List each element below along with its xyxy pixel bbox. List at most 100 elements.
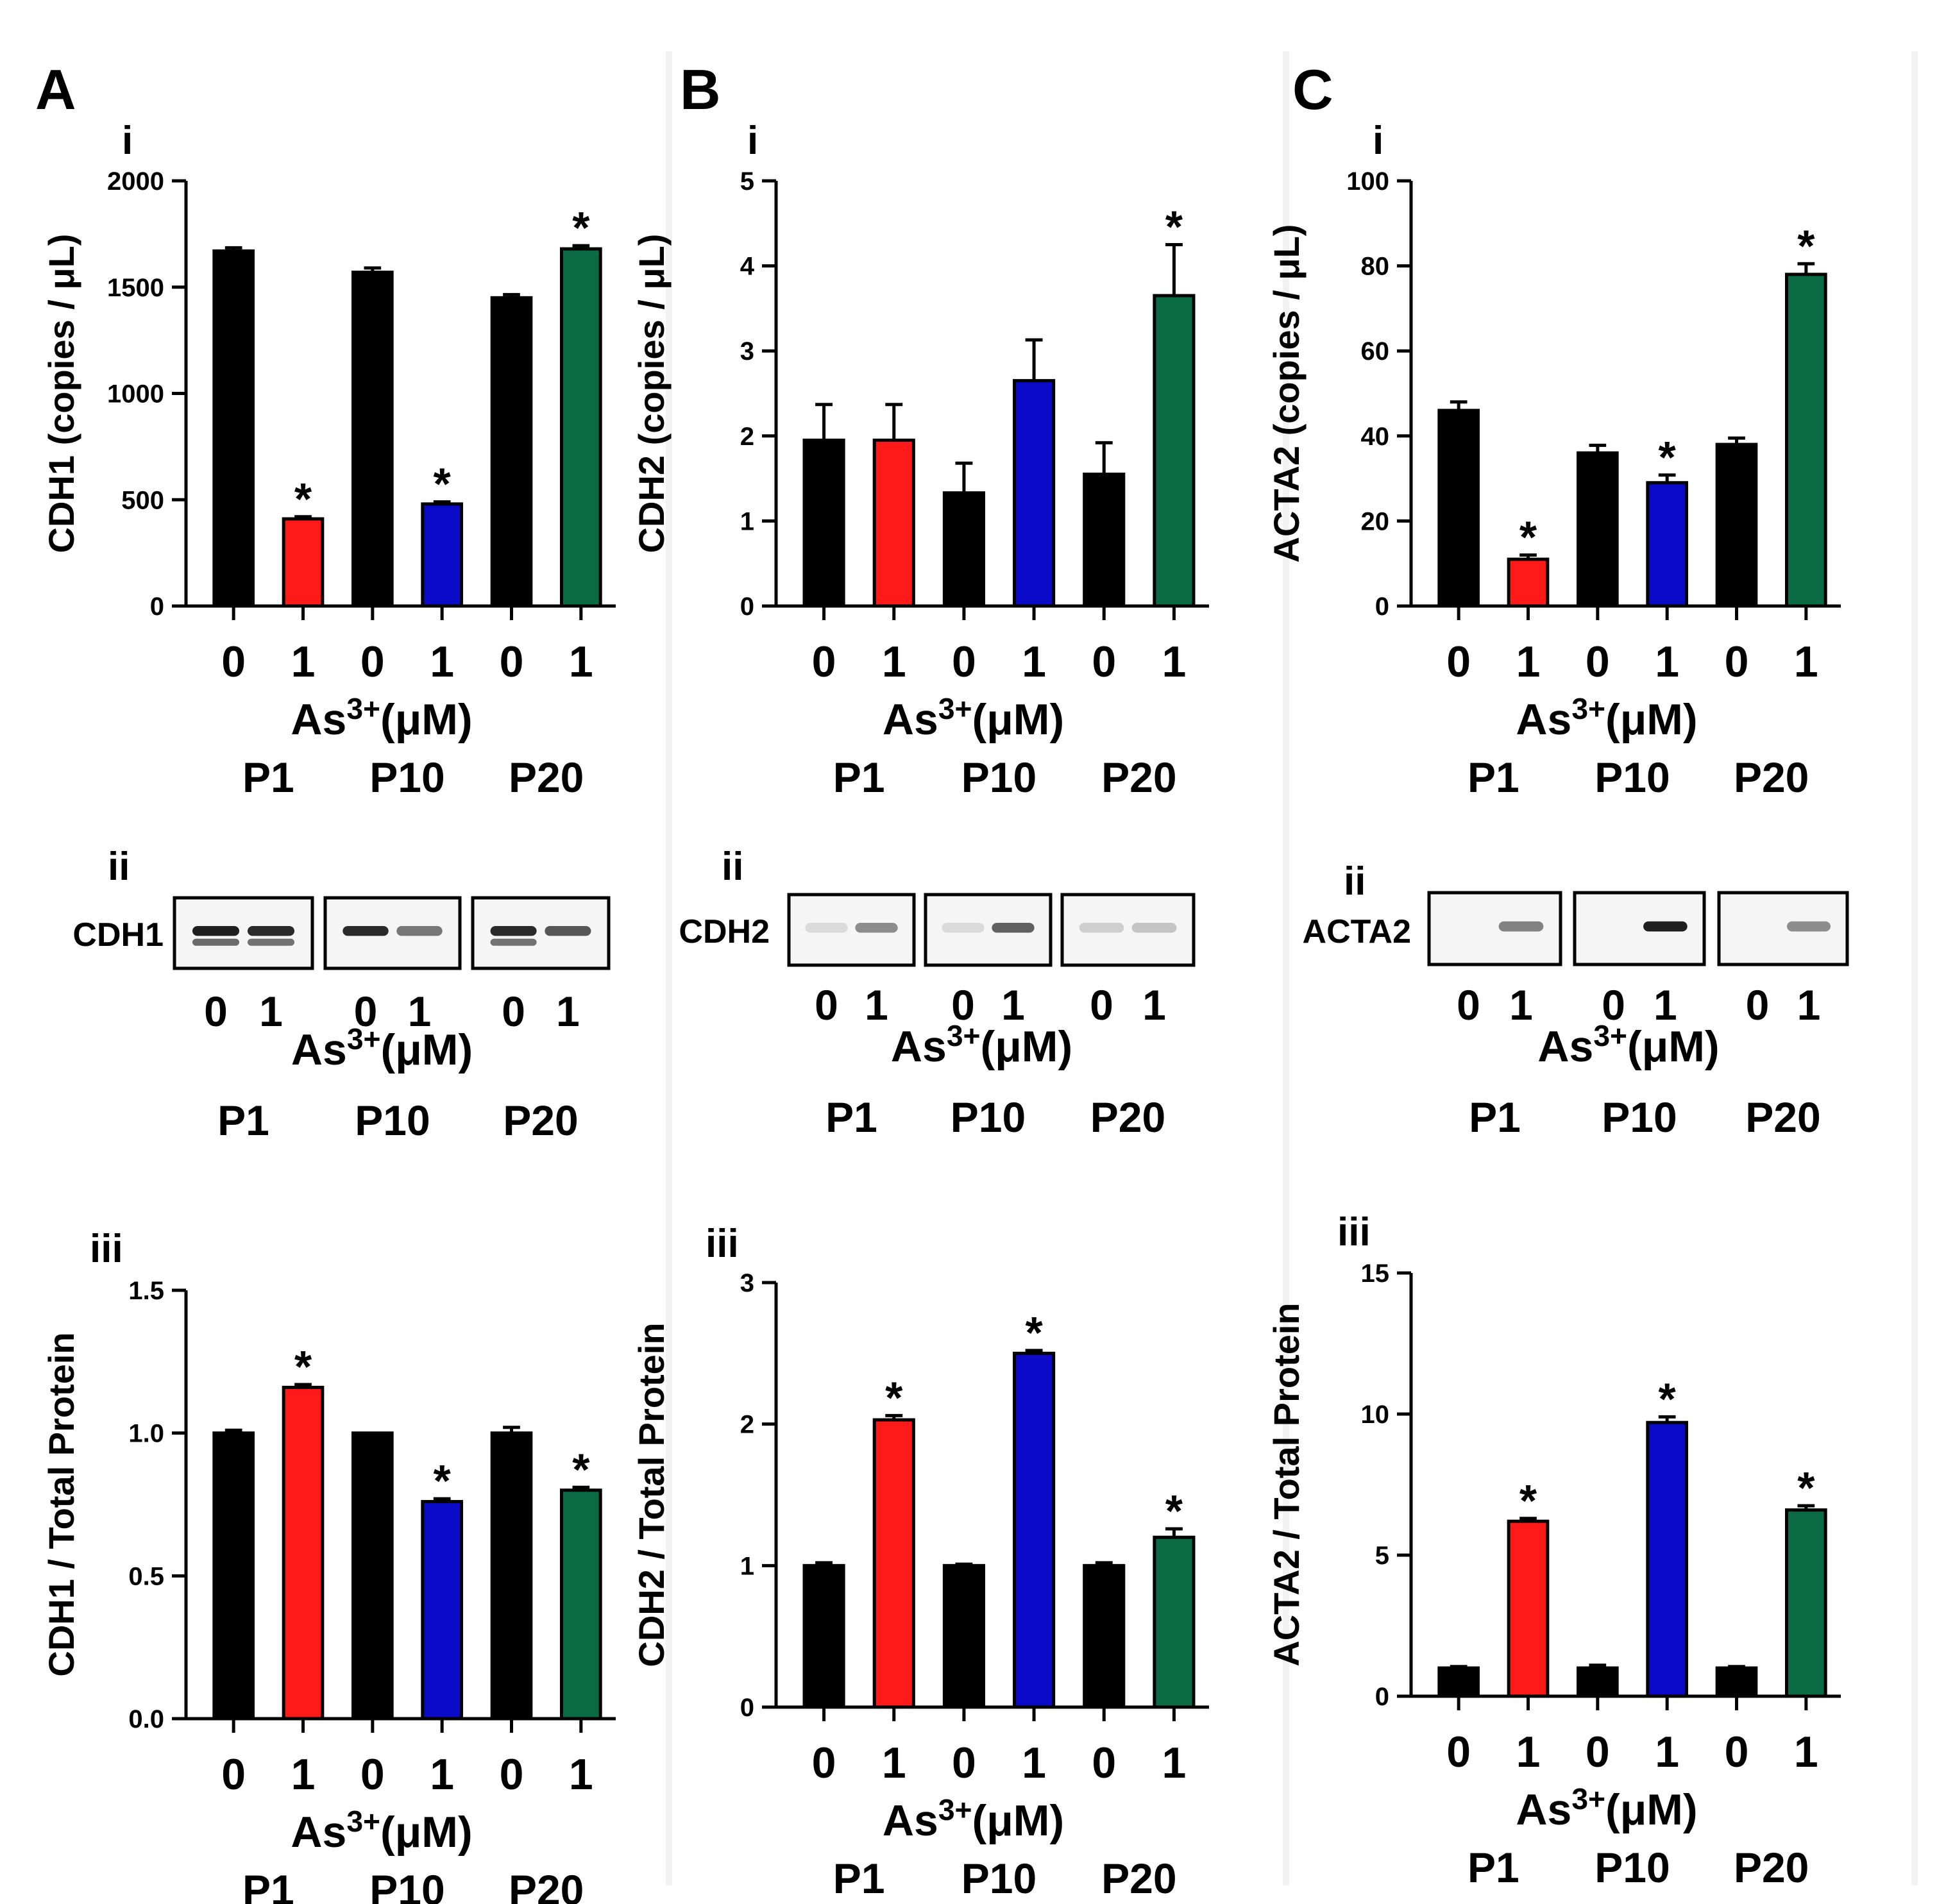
subpanel-label-iii: iii bbox=[706, 1222, 739, 1266]
passage-label: P20 bbox=[509, 1866, 584, 1904]
blot-band-lower bbox=[192, 938, 240, 946]
panel-divider-1 bbox=[666, 51, 672, 1885]
y-axis-label: CDH2 / Total Protein bbox=[631, 1322, 672, 1667]
x-tick-label: 1 bbox=[1655, 1728, 1679, 1776]
passage-label: P1 bbox=[242, 754, 294, 801]
y-tick-label: 2000 bbox=[107, 167, 164, 196]
x-tick-label: 1 bbox=[1162, 1739, 1187, 1787]
bar bbox=[490, 1431, 533, 1721]
blot-band bbox=[1079, 923, 1124, 933]
blot-lane-label: 0 bbox=[1090, 981, 1113, 1029]
blot-lane-label: 1 bbox=[1001, 981, 1025, 1029]
x-tick-label: 1 bbox=[1022, 637, 1046, 686]
x-tick-label: 1 bbox=[291, 1750, 316, 1799]
significance-star: * bbox=[1797, 221, 1815, 271]
bar bbox=[802, 1563, 845, 1709]
blot-lane-label: 0 bbox=[1602, 981, 1625, 1029]
blot-lane-label: 0 bbox=[502, 988, 525, 1035]
right-edge-strip bbox=[1911, 51, 1918, 1885]
passage-label: P10 bbox=[369, 754, 444, 801]
bar bbox=[1785, 1508, 1827, 1698]
x-tick-label: 1 bbox=[430, 1750, 454, 1799]
x-tick-label: 0 bbox=[812, 1739, 836, 1787]
blot-band bbox=[805, 923, 848, 933]
bar bbox=[212, 249, 255, 608]
blot-lane-label: 1 bbox=[865, 981, 888, 1029]
y-tick-label: 1.5 bbox=[128, 1277, 164, 1305]
x-tick-label: 1 bbox=[1655, 637, 1679, 686]
y-tick-label: 1500 bbox=[107, 274, 164, 302]
bar bbox=[421, 502, 463, 608]
x-tick-label: 0 bbox=[221, 637, 246, 686]
y-tick-label: 3 bbox=[740, 1269, 754, 1297]
y-tick-label: 1 bbox=[740, 1552, 754, 1580]
y-tick-label: 0 bbox=[740, 1694, 754, 1722]
bar bbox=[1437, 409, 1480, 608]
x-tick-label: 0 bbox=[1586, 637, 1610, 686]
y-tick-label: 15 bbox=[1361, 1260, 1390, 1288]
passage-label: P10 bbox=[1595, 754, 1670, 801]
passage-label: P10 bbox=[1595, 1844, 1670, 1891]
passage-label: P1 bbox=[1468, 754, 1519, 801]
x-tick-label: 1 bbox=[882, 1739, 906, 1787]
significance-star: * bbox=[434, 1456, 452, 1506]
passage-label: P20 bbox=[1734, 754, 1809, 801]
bar bbox=[1507, 557, 1550, 608]
passage-label: P1 bbox=[833, 1855, 885, 1902]
bar bbox=[282, 517, 325, 608]
significance-star: * bbox=[1659, 1374, 1677, 1424]
x-tick-label: 0 bbox=[1725, 637, 1749, 686]
panel-letter-B: B bbox=[680, 58, 721, 121]
blot-protein-label: ACTA2 bbox=[1303, 913, 1411, 950]
blot-lane-label: 1 bbox=[259, 988, 283, 1035]
bar bbox=[802, 438, 845, 608]
blot-band bbox=[247, 926, 295, 936]
blot-band bbox=[396, 926, 443, 936]
bar bbox=[1715, 1666, 1758, 1698]
subpanel-label-ii: ii bbox=[722, 845, 743, 889]
blot-lane-label: 1 bbox=[556, 988, 580, 1035]
passage-label: P20 bbox=[509, 754, 584, 801]
passage-label: P10 bbox=[961, 754, 1036, 801]
subpanel-label-ii: ii bbox=[108, 845, 130, 889]
blot-band bbox=[1498, 921, 1544, 932]
significance-star: * bbox=[294, 474, 312, 524]
x-tick-label: 1 bbox=[882, 637, 906, 686]
y-axis-label: CDH2 (copies / μL) bbox=[631, 234, 672, 553]
passage-label: P1 bbox=[833, 754, 885, 801]
bar bbox=[1153, 1535, 1196, 1709]
x-tick-label: 0 bbox=[500, 1750, 524, 1799]
significance-star: * bbox=[572, 1444, 590, 1494]
blot-lane-label: 1 bbox=[408, 988, 432, 1035]
x-tick-label: 0 bbox=[1092, 1739, 1116, 1787]
y-tick-label: 3 bbox=[740, 337, 754, 366]
blot-passage-label: P10 bbox=[951, 1093, 1026, 1141]
subpanel-label-i: i bbox=[122, 119, 133, 163]
blot-band bbox=[1131, 923, 1177, 933]
blot-passage-label: P10 bbox=[355, 1097, 430, 1144]
y-tick-label: 0.5 bbox=[128, 1562, 164, 1590]
passage-label: P1 bbox=[242, 1866, 294, 1904]
bar bbox=[560, 247, 602, 608]
bar bbox=[421, 1500, 463, 1721]
significance-star: * bbox=[572, 203, 590, 253]
bar bbox=[1437, 1666, 1480, 1698]
subpanel-label-iii: iii bbox=[1337, 1210, 1371, 1254]
significance-star: * bbox=[1519, 1476, 1537, 1526]
blot-passage-label: P10 bbox=[1602, 1093, 1677, 1141]
bar bbox=[351, 1431, 394, 1721]
passage-label: P20 bbox=[1101, 1855, 1176, 1902]
x-tick-label: 0 bbox=[360, 637, 385, 686]
y-tick-label: 5 bbox=[1375, 1542, 1389, 1570]
blot-lane-label: 0 bbox=[815, 981, 838, 1029]
blot-lane-label: 1 bbox=[1142, 981, 1166, 1029]
significance-star: * bbox=[1165, 1486, 1183, 1536]
bar bbox=[1715, 442, 1758, 608]
blot-band bbox=[343, 926, 389, 936]
subpanel-label-i: i bbox=[1373, 119, 1383, 163]
y-axis-label: CDH1 / Total Protein bbox=[41, 1332, 81, 1676]
significance-star: * bbox=[294, 1342, 312, 1392]
blot-lane-label: 0 bbox=[1457, 981, 1480, 1029]
